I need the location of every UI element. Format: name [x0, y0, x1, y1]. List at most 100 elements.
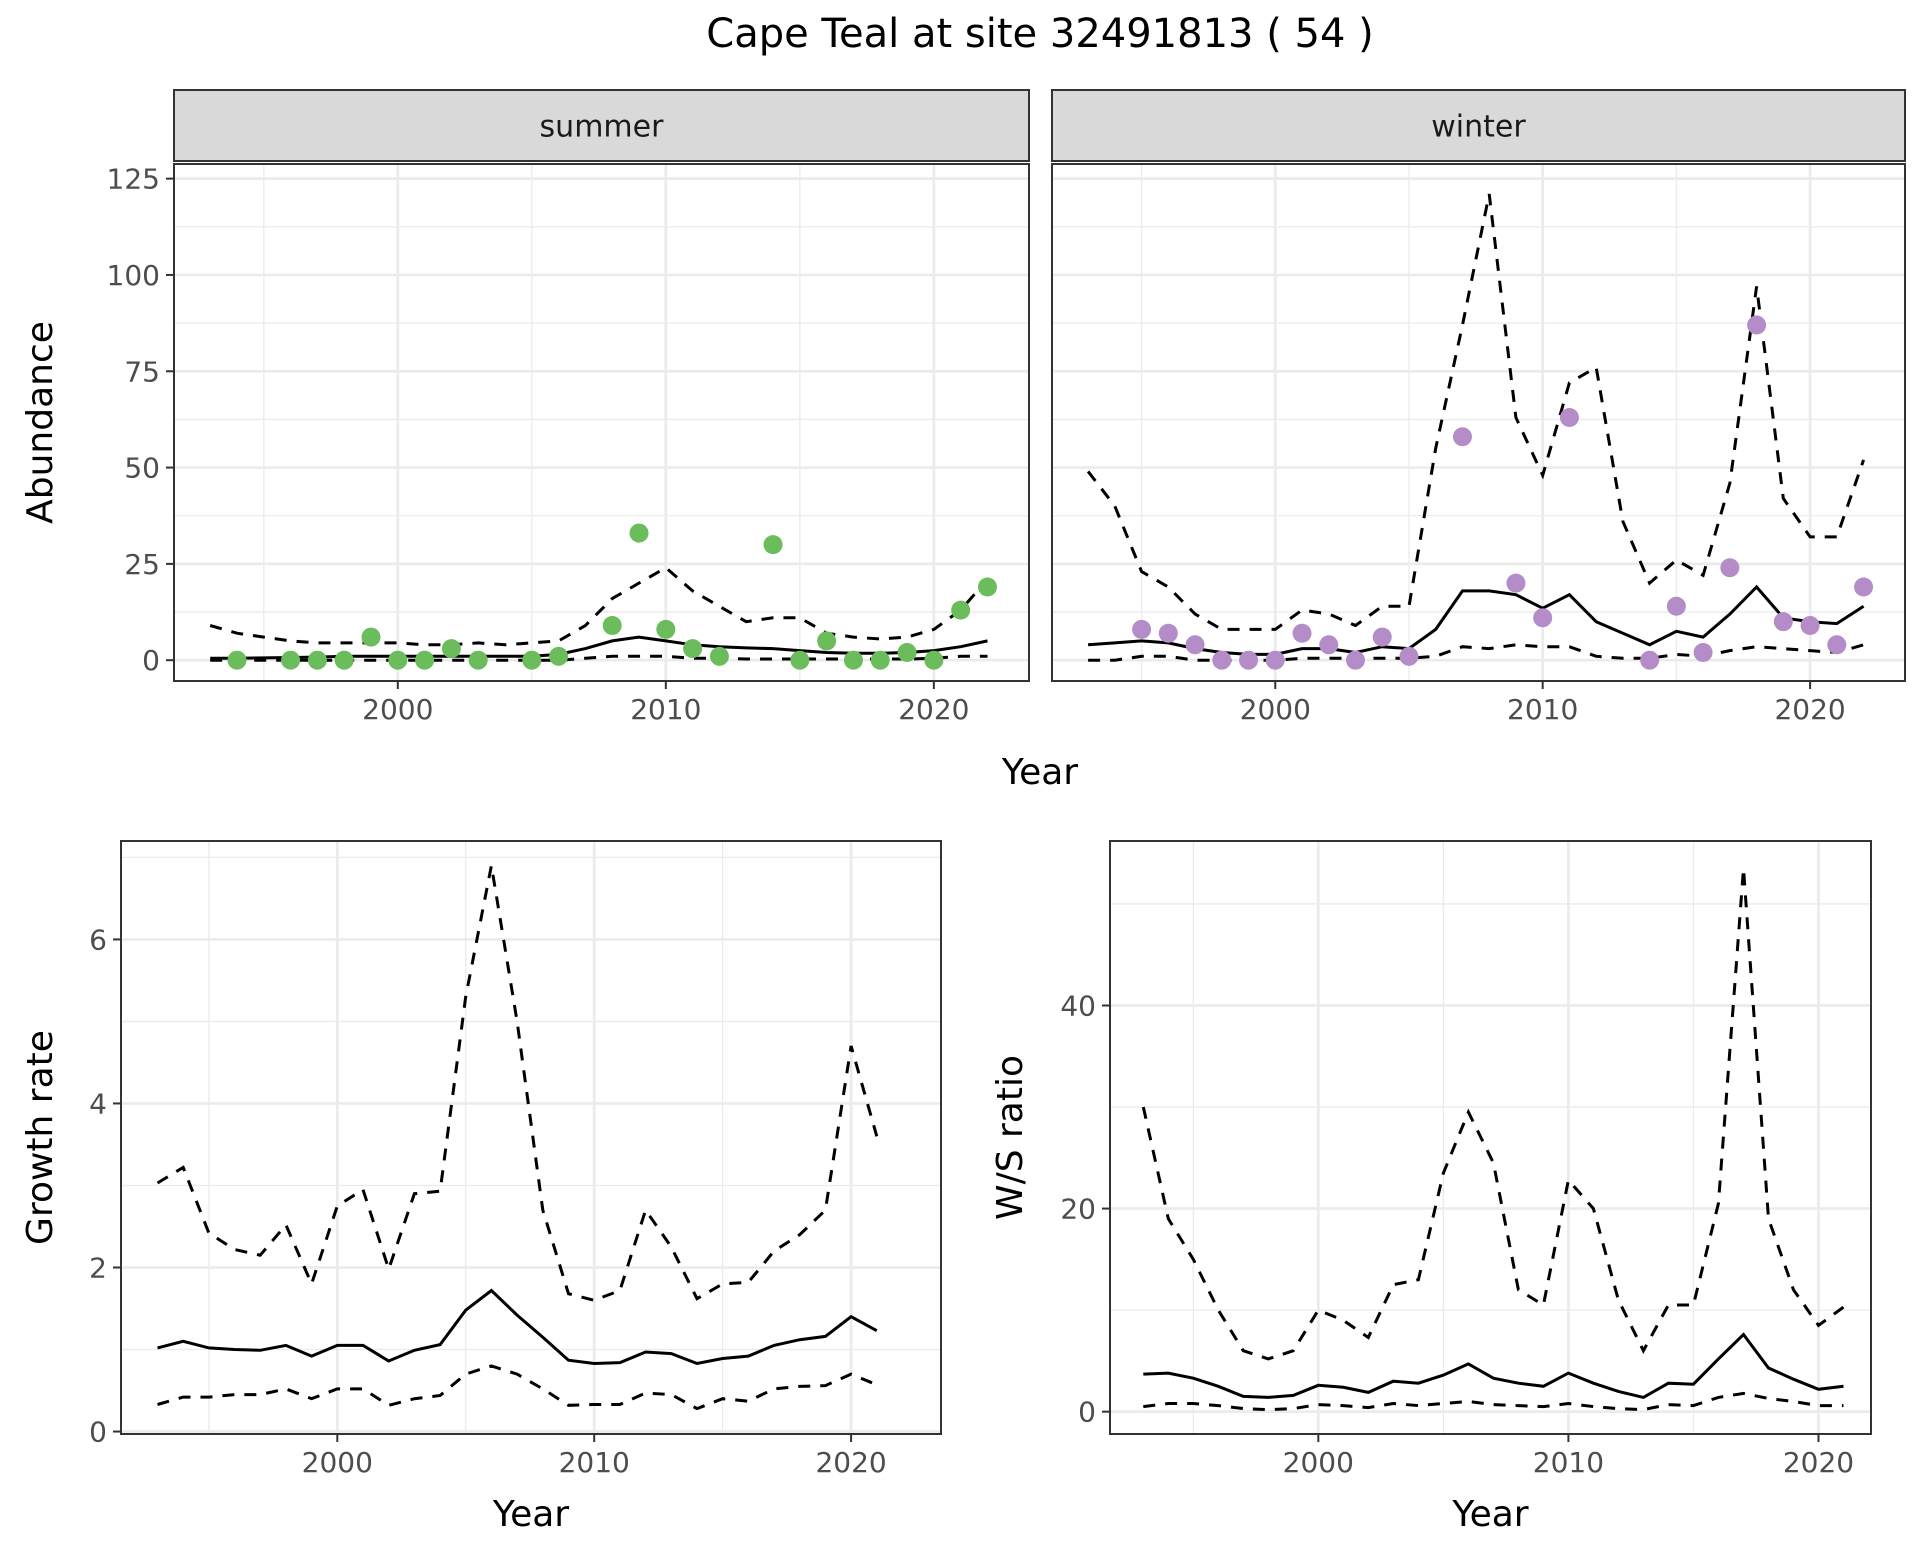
plot-background — [174, 164, 1029, 681]
data-point — [334, 650, 354, 670]
data-point — [1372, 627, 1392, 647]
x-tick-label: 2020 — [1774, 693, 1845, 726]
upper-bound-line — [209, 565, 989, 647]
panel-border — [120, 840, 942, 1435]
panel-border — [173, 163, 1030, 682]
y-tick-label: 75 — [124, 355, 160, 388]
y-tick-label: 6 — [89, 923, 107, 956]
data-point — [951, 600, 971, 620]
y-tick-label: 40 — [1060, 989, 1096, 1022]
y-tick-label: 0 — [142, 644, 160, 677]
top-x-axis-label: Year — [1001, 752, 1078, 793]
upper-bound-line — [156, 865, 879, 1302]
x-axis-label: Year — [492, 1494, 569, 1535]
x-tick-label: 2010 — [559, 1446, 630, 1479]
data-point — [441, 639, 461, 659]
data-point — [1854, 577, 1874, 597]
y-tick-label: 25 — [124, 548, 160, 581]
y-tick-label: 100 — [107, 259, 160, 292]
panel-winter: winter 2000 2010 2020 — [1051, 89, 1906, 726]
y-tick-label: 0 — [89, 1416, 107, 1449]
mean-line — [157, 1288, 878, 1366]
x-tick-label: 2010 — [1533, 1446, 1604, 1479]
data-point — [790, 650, 810, 670]
lower-bound-line — [157, 1364, 878, 1411]
mean-line — [1143, 1332, 1844, 1399]
data-point — [1773, 612, 1793, 632]
x-axis-label: Year — [1451, 1494, 1528, 1535]
plot-background — [1110, 841, 1871, 1434]
data-point — [361, 627, 381, 647]
data-point — [1132, 619, 1152, 639]
data-point — [629, 523, 649, 543]
y-tick-label: 4 — [89, 1087, 107, 1120]
facet-strip-label: summer — [540, 110, 665, 145]
data-point — [1292, 623, 1312, 643]
x-tick-label: 2000 — [362, 693, 433, 726]
y-tick-label: 0 — [1078, 1396, 1096, 1429]
data-point — [522, 650, 542, 670]
data-point — [281, 650, 301, 670]
data-point — [1345, 650, 1365, 670]
data-point — [415, 650, 435, 670]
data-point — [388, 650, 408, 670]
facet-strip — [173, 89, 1030, 162]
data-point — [1319, 635, 1339, 655]
plot-background — [121, 841, 941, 1434]
data-point — [1720, 558, 1740, 578]
data-point — [709, 646, 729, 666]
x-tick-label: 2020 — [898, 693, 969, 726]
data-point — [683, 639, 703, 659]
data-point — [1693, 642, 1713, 662]
lower-bound-line — [1143, 1391, 1844, 1412]
data-point — [468, 650, 488, 670]
x-tick-label: 2020 — [815, 1446, 886, 1479]
panel-border — [1109, 840, 1872, 1435]
data-point — [227, 650, 247, 670]
data-point — [1452, 427, 1472, 447]
data-point — [817, 631, 837, 651]
x-tick-label: 2000 — [1283, 1446, 1354, 1479]
data-point — [870, 650, 890, 670]
data-point — [843, 650, 863, 670]
x-tick-label: 2000 — [1240, 693, 1311, 726]
data-point — [1506, 573, 1526, 593]
facet-strip — [1051, 89, 1906, 162]
plot-background — [1052, 164, 1905, 681]
data-point — [1239, 650, 1259, 670]
data-point — [549, 646, 569, 666]
y-axis-label: Abundance — [20, 321, 61, 524]
data-point — [763, 535, 783, 555]
data-point — [977, 577, 997, 597]
panel-growth: 2000 2010 2020 0 2 4 6 Growth rate Year — [20, 840, 942, 1535]
data-point — [1533, 608, 1553, 628]
x-tick-label: 2000 — [302, 1446, 373, 1479]
panel-border — [1051, 163, 1906, 682]
data-point — [1747, 315, 1767, 335]
y-axis-label: Growth rate — [20, 1030, 61, 1245]
data-point — [1640, 650, 1660, 670]
upper-bound-line — [1086, 193, 1866, 631]
data-point — [1800, 616, 1820, 636]
y-axis-label: W/S ratio — [990, 1055, 1031, 1220]
data-point — [1827, 635, 1847, 655]
data-point — [307, 650, 327, 670]
data-point — [1399, 646, 1419, 666]
panel-summer: summer 2000 2010 2020 0 25 50 75 100 125 Abundance — [20, 89, 1030, 726]
data-point — [1559, 407, 1579, 427]
data-point — [1666, 596, 1686, 616]
data-point — [1212, 650, 1232, 670]
data-point — [656, 619, 676, 639]
x-tick-label: 2010 — [1507, 693, 1578, 726]
data-point — [602, 616, 622, 636]
y-tick-label: 2 — [89, 1252, 107, 1285]
y-tick-label: 20 — [1060, 1193, 1096, 1226]
x-tick-label: 2010 — [630, 693, 701, 726]
data-point — [1158, 623, 1178, 643]
data-point — [897, 642, 917, 662]
data-point — [924, 650, 944, 670]
y-tick-label: 50 — [124, 452, 160, 485]
data-point — [1185, 635, 1205, 655]
y-tick-label: 125 — [107, 163, 160, 196]
